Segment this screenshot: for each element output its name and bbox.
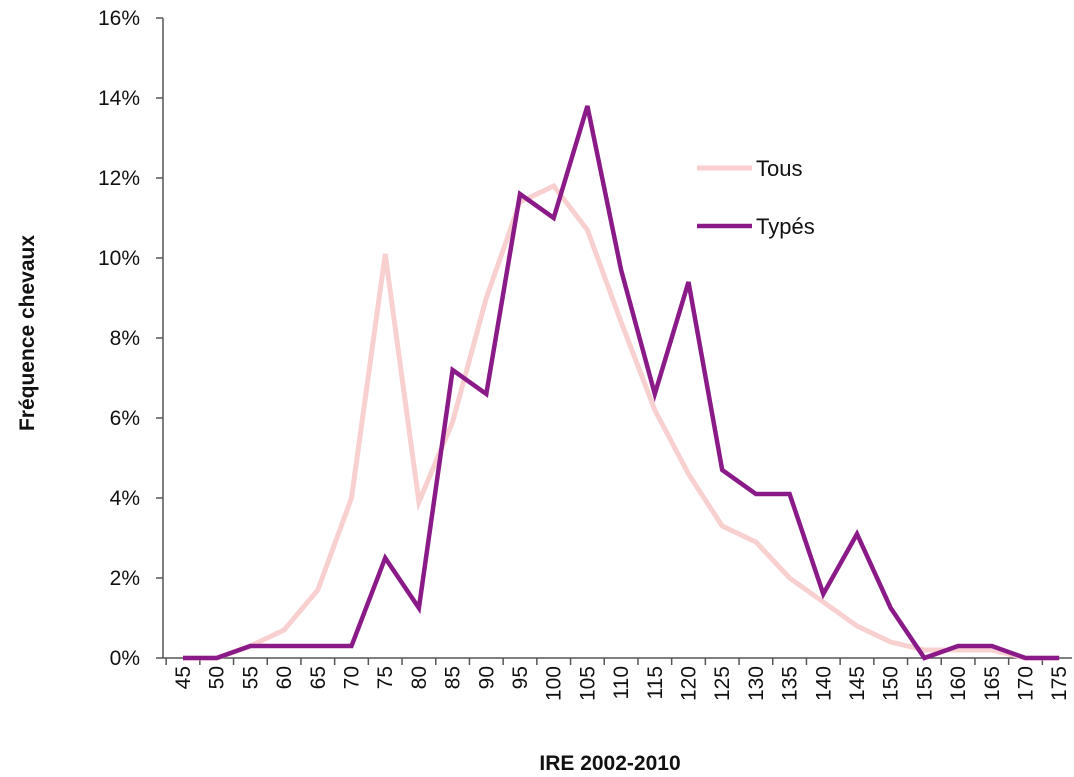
x-tick-label: 65 xyxy=(307,666,330,689)
y-tick-label: 0% xyxy=(110,647,140,670)
x-tick-label: 115 xyxy=(644,666,667,699)
x-tick-label: 70 xyxy=(341,666,364,689)
x-tick-label: 105 xyxy=(576,666,599,701)
x-tick-label: 130 xyxy=(745,666,768,701)
x-tick-label: 155 xyxy=(913,666,936,701)
x-tick-label: 60 xyxy=(273,666,296,689)
x-axis-title: IRE 2002-2010 xyxy=(539,752,680,775)
y-tick-label: 14% xyxy=(98,87,140,110)
x-tick-label: 90 xyxy=(475,666,498,689)
x-tick-label: 160 xyxy=(947,666,970,701)
y-axis-tick-labels: 0% 2% 4% 6% 8% 10% 12% 14% 16% xyxy=(98,7,140,670)
x-tick-label: 75 xyxy=(374,666,397,689)
x-tick-label: 85 xyxy=(442,666,465,689)
x-tick-label: 140 xyxy=(812,666,835,701)
x-tick-label: 170 xyxy=(1015,666,1038,701)
x-tick-label: 165 xyxy=(981,666,1004,701)
y-tick-label: 4% xyxy=(110,487,140,510)
x-tick-label: 50 xyxy=(206,666,229,689)
x-tick-label: 150 xyxy=(880,666,903,701)
y-tick-label: 10% xyxy=(98,247,140,270)
legend-label: Typés xyxy=(756,214,815,239)
x-tick-label: 45 xyxy=(172,666,195,689)
x-tick-label: 80 xyxy=(408,666,431,689)
y-tick-label: 12% xyxy=(98,167,140,190)
y-axis-title: Fréquence chevaux xyxy=(16,235,39,431)
y-tick-label: 2% xyxy=(110,567,140,590)
y-tick-label: 6% xyxy=(110,407,140,430)
axes xyxy=(156,17,1072,665)
x-tick-label: 120 xyxy=(678,666,701,701)
series-lines xyxy=(183,105,1060,661)
x-tick-label: 55 xyxy=(239,666,262,689)
x-tick-label: 125 xyxy=(711,666,734,701)
x-tick-label: 95 xyxy=(509,666,532,689)
x-tick-label: 135 xyxy=(779,666,802,701)
x-axis-tick-labels: 45 50 55 60 65 70 75 80 85 90 95 100 105 110 115 120 125… xyxy=(172,666,1071,701)
x-tick-label: 175 xyxy=(1048,666,1071,701)
x-tick-label: 110 xyxy=(610,666,633,699)
x-tick-label: 100 xyxy=(543,666,566,701)
legend-label: Tous xyxy=(756,156,802,181)
y-tick-label: 16% xyxy=(98,7,140,30)
y-tick-label: 8% xyxy=(110,327,140,350)
legend: Tous Typés xyxy=(697,156,815,239)
x-tick-label: 145 xyxy=(846,666,869,701)
series-line-1 xyxy=(183,182,1060,661)
series-line-2 xyxy=(183,105,1060,661)
